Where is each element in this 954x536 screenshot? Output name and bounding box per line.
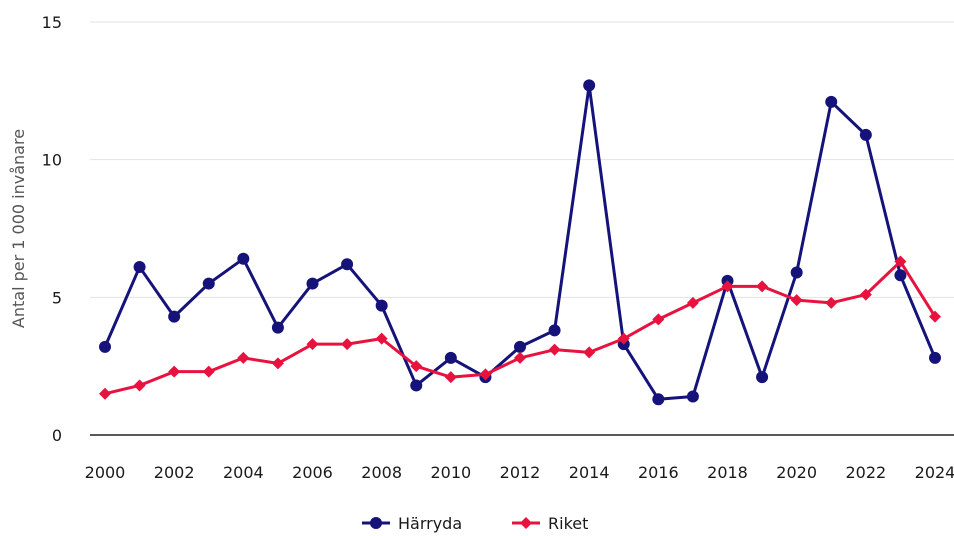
x-tick-label: 2024: [915, 463, 954, 482]
x-tick-label: 2002: [154, 463, 195, 482]
data-point: [617, 332, 630, 345]
data-point: [271, 357, 284, 370]
data-point: [514, 340, 526, 353]
data-point: [306, 338, 319, 351]
data-point: [514, 351, 526, 364]
grid: [90, 21, 954, 436]
data-point: [583, 79, 596, 92]
data-point: [375, 332, 388, 345]
data-point: [202, 365, 215, 378]
data-point: [99, 340, 111, 353]
x-tick-label: 2000: [85, 463, 126, 482]
data-point: [444, 371, 457, 384]
data-point: [410, 360, 423, 373]
series-2: [99, 255, 941, 400]
data-point: [652, 313, 665, 326]
x-tick-label: 2010: [430, 463, 471, 482]
x-tick-label: 2018: [707, 463, 748, 482]
data-point: [99, 387, 111, 400]
data-point: [237, 351, 250, 364]
data-point: [859, 128, 872, 141]
data-point: [756, 371, 769, 384]
data-point: [894, 255, 907, 268]
data-point: [168, 365, 181, 378]
y-axis-title: Antal per 1 000 invånare: [9, 129, 28, 328]
data-point: [825, 95, 838, 108]
data-point: [583, 346, 596, 359]
x-tick-label: 2006: [292, 463, 333, 482]
data-point: [859, 288, 872, 301]
series-1: [99, 79, 941, 406]
data-point: [548, 343, 561, 356]
data-point: [929, 310, 941, 323]
legend-label: Härryda: [398, 514, 462, 533]
data-point: [756, 280, 769, 293]
legend-marker: [370, 517, 382, 529]
x-tick-label: 2020: [776, 463, 817, 482]
data-point: [410, 379, 423, 392]
legend: Härryda Riket: [362, 514, 588, 533]
y-tick-label: 0: [52, 426, 62, 445]
data-point: [894, 269, 907, 282]
data-point: [168, 310, 181, 323]
data-point: [721, 280, 734, 293]
x-tick-label: 2016: [638, 463, 679, 482]
x-tick-label: 2014: [569, 463, 610, 482]
data-point: [825, 296, 838, 309]
data-point: [479, 368, 492, 381]
data-point: [444, 351, 457, 364]
legend-label: Riket: [548, 514, 588, 533]
data-point: [133, 261, 146, 274]
y-tick-label: 10: [42, 151, 62, 170]
x-axis: 2000 2002 2004 2006 2008 2010 2012 2014 2016 2018…: [85, 463, 954, 482]
legend-item: Härryda: [362, 514, 462, 533]
data-point: [271, 321, 284, 334]
y-axis: 0 5 10 15: [42, 13, 62, 445]
x-tick-label: 2012: [500, 463, 541, 482]
x-tick-label: 2008: [361, 463, 402, 482]
data-point: [929, 351, 941, 364]
y-tick-label: 15: [42, 13, 62, 32]
series-line: [104, 260, 937, 396]
data-point: [548, 324, 561, 337]
data-point: [686, 296, 699, 309]
data-point: [790, 266, 803, 279]
legend-marker: [520, 517, 532, 529]
data-point: [133, 379, 146, 392]
data-point: [202, 277, 215, 290]
x-tick-label: 2022: [845, 463, 886, 482]
data-point: [341, 338, 354, 351]
data-point: [237, 252, 250, 265]
x-tick-label: 2004: [223, 463, 264, 482]
data-point: [341, 258, 354, 271]
data-point: [652, 393, 665, 406]
y-tick-label: 5: [52, 288, 62, 307]
legend-item: Riket: [512, 514, 588, 533]
data-point: [790, 294, 803, 307]
data-point: [686, 390, 699, 403]
series-layer: [99, 79, 941, 406]
data-point: [306, 277, 319, 290]
data-point: [375, 299, 388, 312]
